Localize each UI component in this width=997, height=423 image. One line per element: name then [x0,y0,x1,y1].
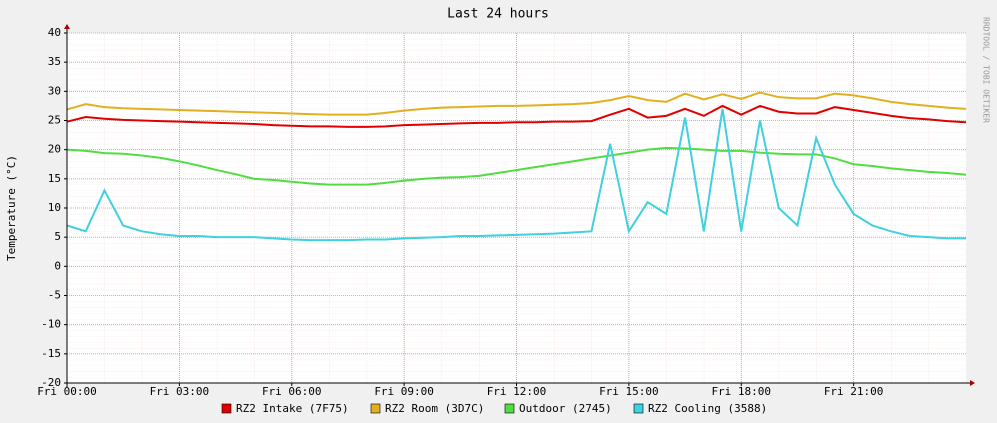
legend-swatch [370,403,381,414]
series-line [66,108,966,242]
y-tick-label: 35 [48,55,61,68]
y-arrow [64,24,70,29]
y-tick-label: 25 [48,114,61,127]
series-line [66,104,967,128]
legend-swatch [221,403,232,414]
legend-swatch [633,403,644,414]
series-line [66,146,967,186]
x-tick-label: Fri 15:00 [599,385,659,398]
y-tick-label: 20 [48,143,61,156]
x-tick-label: Fri 06:00 [262,385,322,398]
y-tick-label: 40 [48,26,61,39]
legend-label: Outdoor (2745) [519,402,612,415]
chart-title: Last 24 hours [447,7,549,22]
x-tick-label: Fri 21:00 [824,385,884,398]
y-tick-label: 5 [54,230,61,243]
y-tick-label: -20 [41,376,61,389]
legend-label: RZ2 Room (3D7C) [385,402,484,415]
x-tick-label: Fri 09:00 [374,385,434,398]
y-axis-label: Temperature (°C) [5,155,18,261]
x-arrow [970,380,975,386]
legend-swatch [504,403,515,414]
legend-label: RZ2 Cooling (3588) [648,402,767,415]
y-tick-label: -10 [41,318,61,331]
x-tick-label: Fri 18:00 [711,385,771,398]
legend-label: RZ2 Intake (7F75) [236,402,349,415]
y-tick-label: -15 [41,347,61,360]
x-tick-label: Fri 03:00 [150,385,210,398]
x-tick-label: Fri 12:00 [487,385,547,398]
y-tick-label: 30 [48,84,61,97]
y-tick-label: 15 [48,172,61,185]
y-tick-label: 10 [48,201,61,214]
y-tick-label: -5 [48,289,61,302]
y-tick-label: 0 [54,259,61,272]
series-line [66,91,967,116]
x-tick-label: Fri 00:00 [37,385,97,398]
watermark: RRDTOOL / TOBI OETIKER [982,17,991,123]
